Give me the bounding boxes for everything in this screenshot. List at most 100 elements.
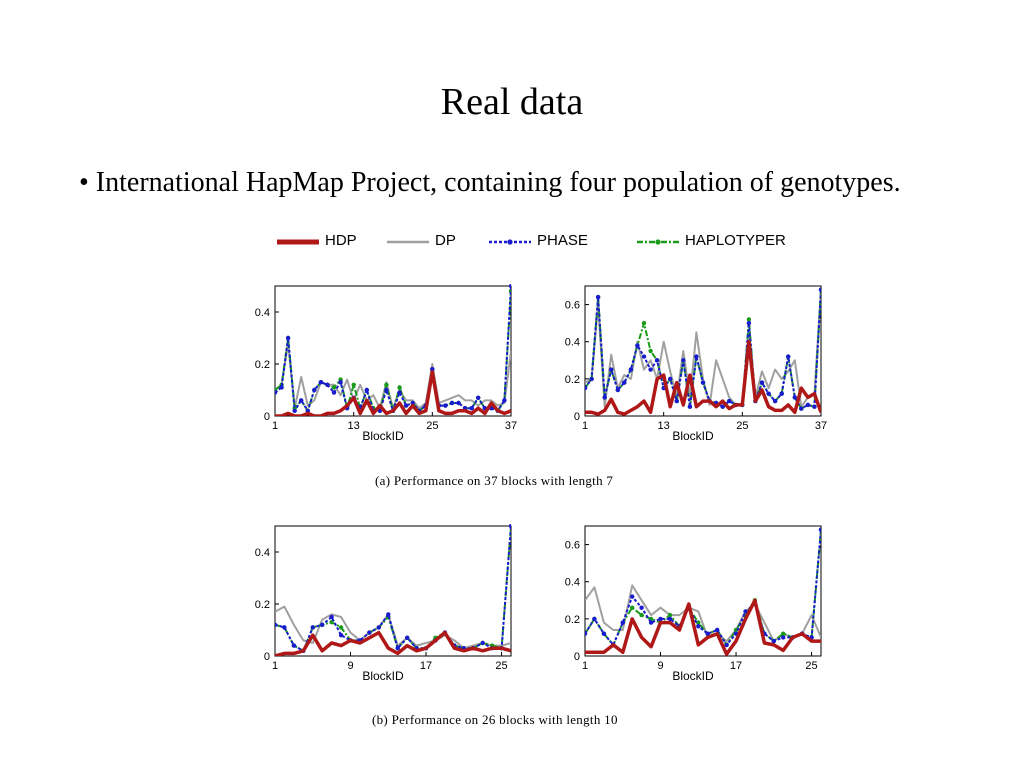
data-point-phase — [508, 284, 511, 289]
series-line-hdp — [585, 598, 821, 656]
data-point-phase — [766, 391, 771, 396]
data-point-phase — [405, 635, 410, 640]
data-point-phase — [715, 627, 720, 633]
x-tick-label: 37 — [505, 420, 517, 432]
data-point-phase — [502, 398, 507, 403]
x-axis-label: BlockID — [672, 429, 714, 443]
legend-swatch-hdp — [277, 239, 319, 245]
data-point-haplotyper — [384, 382, 389, 387]
data-point-phase — [771, 638, 776, 644]
data-point-phase — [285, 335, 291, 341]
legend-label-phase: PHASE — [537, 232, 588, 249]
data-point-phase — [318, 380, 324, 385]
data-point-phase — [743, 609, 748, 614]
data-point-phase — [279, 385, 284, 390]
data-point-phase — [681, 358, 686, 363]
series-line-phase — [275, 525, 511, 652]
data-point-phase — [630, 594, 635, 599]
data-point-phase — [291, 643, 297, 648]
data-point-phase — [674, 398, 679, 404]
data-point-phase — [799, 406, 804, 411]
data-point-phase — [310, 625, 315, 630]
data-point-phase — [658, 616, 663, 622]
caption-b: (b) Performance on 26 blocks with length… — [372, 712, 618, 727]
data-point-phase — [720, 404, 725, 409]
data-point-phase — [282, 625, 287, 630]
y-tick-label: 0.2 — [255, 359, 270, 371]
data-point-phase — [694, 354, 699, 359]
series-line-hdp — [585, 339, 821, 416]
data-point-phase — [456, 400, 461, 406]
x-tick-label: 1 — [272, 660, 278, 672]
legend-label-haplotyper: HAPLOTYPER — [685, 232, 786, 249]
legend-swatch-haplotyper — [637, 239, 679, 245]
data-point-phase — [331, 390, 337, 395]
data-point-phase — [654, 358, 660, 363]
series-line-hdp — [275, 370, 511, 416]
data-point-phase — [430, 367, 435, 372]
chart-a-right: 0 0.2 0.4 0.6 1 13 25 37 BlockID — [565, 285, 827, 443]
caption-a: (a) Performance on 37 blocks with length… — [375, 473, 614, 488]
legend-label-hdp: HDP — [325, 232, 357, 249]
plot-frame — [274, 285, 512, 417]
data-point-phase — [376, 625, 381, 630]
y-tick-label: 0.4 — [565, 577, 580, 589]
data-point-phase — [367, 630, 372, 635]
data-point-haplotyper — [331, 385, 337, 390]
data-point-phase — [329, 614, 334, 620]
data-point-phase — [397, 390, 402, 395]
data-point-phase — [299, 398, 304, 403]
data-point-phase — [648, 367, 653, 372]
x-axis-label: BlockID — [362, 669, 404, 683]
data-point-haplotyper — [746, 317, 752, 322]
data-point-phase — [746, 320, 752, 326]
x-tick-label: 1 — [272, 420, 278, 432]
series-line-haplotyper — [585, 289, 821, 410]
data-point-phase — [449, 400, 455, 406]
data-point-phase — [589, 376, 594, 382]
data-point-phase — [687, 404, 693, 409]
data-point-phase — [696, 624, 701, 629]
series-line-haplotyper — [585, 529, 821, 646]
data-point-phase — [325, 382, 330, 387]
x-tick-label: 13 — [348, 420, 360, 432]
data-point-phase — [781, 635, 786, 640]
data-point-phase — [386, 612, 391, 617]
data-point-phase — [705, 631, 710, 636]
legend-item-phase: PHASE — [487, 230, 588, 254]
data-point-phase — [620, 620, 625, 625]
chart-b-left: 0 0.2 0.4 1 9 17 25 BlockID — [255, 524, 512, 683]
x-axis-label: BlockID — [672, 669, 714, 683]
data-point-haplotyper — [397, 385, 402, 390]
y-tick-label: 0 — [264, 411, 270, 423]
y-tick-label: 0 — [574, 411, 580, 423]
data-point-phase — [508, 524, 511, 529]
series-line-dp — [585, 289, 821, 408]
data-point-haplotyper — [351, 382, 356, 387]
data-point-phase — [812, 404, 817, 409]
data-point-phase — [305, 408, 310, 413]
data-point-phase — [320, 622, 325, 627]
data-point-phase — [595, 294, 601, 300]
data-point-phase — [364, 387, 369, 393]
data-point-phase — [759, 380, 765, 385]
data-point-phase — [275, 390, 278, 395]
data-point-phase — [786, 354, 791, 359]
y-tick-label: 0.6 — [565, 300, 580, 312]
x-tick-label: 17 — [420, 660, 432, 672]
data-point-haplotyper — [338, 625, 344, 630]
data-point-phase — [635, 343, 640, 348]
plot-area — [585, 287, 821, 416]
legend-item-hdp: HDP — [275, 230, 357, 254]
data-point-haplotyper — [667, 612, 673, 618]
data-point-haplotyper — [696, 620, 701, 625]
data-point-phase — [615, 387, 620, 393]
data-point-phase — [622, 380, 627, 385]
data-point-phase — [292, 408, 297, 413]
bullet-text: • International HapMap Project, containi… — [79, 167, 901, 198]
data-point-phase — [480, 640, 485, 646]
data-point-phase — [338, 633, 344, 638]
data-point-phase — [667, 616, 673, 622]
data-point-phase — [639, 605, 644, 610]
legend-swatch-dp — [387, 240, 429, 244]
